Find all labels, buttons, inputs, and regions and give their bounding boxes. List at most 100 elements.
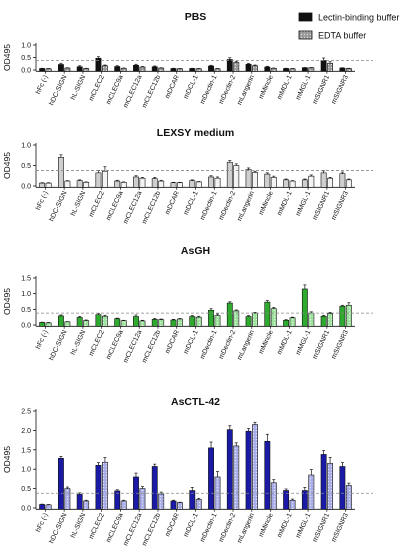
- bar: [57, 315, 64, 327]
- bar: [83, 182, 90, 188]
- bar: [270, 482, 277, 510]
- chart-title: PBS: [185, 11, 207, 23]
- y-tick-label: 1.0: [21, 143, 31, 150]
- x-tick-label: hL-SIGN: [70, 329, 88, 356]
- x-tick-label: mMDL-1: [276, 190, 293, 217]
- bar: [170, 500, 177, 510]
- x-tick-label: mSIGNR3: [330, 329, 350, 360]
- legend-swatch-lectin: [298, 12, 313, 22]
- chart-panel: AsGH OD495 0.0 0.5 1.0 1.5 hFc (-)hDC-SIGN hL-S…: [2, 245, 373, 364]
- bar: [133, 316, 139, 327]
- y-tick-label: 1.5: [21, 447, 31, 454]
- x-tick-label: mCLEC12b: [141, 74, 162, 109]
- x-tick-label: hL-SIGN: [70, 190, 88, 217]
- x-tick-label: mDectin-1: [199, 190, 219, 221]
- bar: [76, 494, 83, 510]
- x-tick-label: hL-SIGN: [70, 74, 88, 101]
- bar: [120, 320, 127, 327]
- bar: [170, 319, 177, 327]
- x-tick-label: hDC-SIGN: [48, 329, 68, 361]
- y-tick-label: 2.5: [21, 409, 31, 416]
- x-tick-label: hFc (-): [35, 512, 50, 533]
- bar: [151, 178, 158, 188]
- bar: [289, 180, 296, 188]
- x-tick-label: mSIGNR1: [312, 74, 332, 105]
- x-tick-label: hDC-SIGN: [48, 190, 68, 222]
- legend-label-lectin: Lectin-binding buffer: [318, 13, 399, 23]
- x-tick-label: mMDL-1: [276, 74, 293, 101]
- x-tick-label: mMincle: [258, 190, 275, 216]
- bar: [57, 458, 64, 510]
- bar: [245, 169, 252, 188]
- chart-title: AsGH: [181, 245, 210, 257]
- y-tick-label: 0.5: [21, 55, 31, 62]
- bar: [345, 304, 352, 327]
- bar: [208, 309, 214, 327]
- x-tick-label: mSIGNR1: [312, 190, 332, 221]
- bar: [189, 68, 196, 72]
- x-tick-label: mCLEC2: [88, 329, 106, 357]
- bar: [226, 161, 233, 188]
- bar: [151, 319, 158, 327]
- bar: [233, 165, 240, 188]
- y-tick-label: 0.5: [21, 307, 31, 314]
- bar: [270, 177, 277, 188]
- x-tick-label: mDectin-1: [199, 512, 219, 543]
- x-tick-label: hFc (-): [35, 329, 50, 350]
- bar: [214, 315, 221, 327]
- bar: [139, 66, 146, 72]
- x-tick-label: mCLEC2: [88, 512, 106, 540]
- bar: [252, 312, 258, 327]
- bar: [270, 67, 277, 72]
- bar: [245, 316, 252, 327]
- x-tick-label: hL-SIGN: [70, 512, 88, 539]
- bar: [76, 66, 83, 72]
- bar: [233, 445, 240, 510]
- bar: [226, 59, 233, 72]
- bar: [177, 182, 183, 188]
- bar: [264, 173, 271, 188]
- x-tick-label: mDCL-1: [183, 74, 200, 100]
- x-tick-label: mMDL-1: [276, 512, 293, 539]
- bar: [139, 177, 146, 188]
- bar: [195, 68, 202, 72]
- bar: [39, 504, 46, 510]
- y-tick-label: 0.5: [21, 486, 31, 493]
- bar: [114, 490, 121, 510]
- bar: [83, 68, 90, 72]
- bar: [158, 67, 165, 72]
- bar: [320, 315, 327, 327]
- y-tick-label: 1.0: [21, 43, 31, 50]
- x-tick-label: mDCL-1: [183, 190, 200, 216]
- bar: [45, 68, 52, 72]
- bar: [345, 485, 352, 510]
- x-tick-label: mDCL-1: [183, 329, 200, 355]
- x-tick-label: mLangerin: [236, 512, 256, 544]
- bar: [289, 317, 296, 327]
- bar: [101, 315, 108, 327]
- x-tick-label: mDCAR: [164, 190, 181, 216]
- x-tick-label: mMGL-1: [295, 74, 313, 101]
- bar: [158, 319, 165, 327]
- x-tick-label: mCLEC9a: [105, 190, 125, 222]
- bar: [76, 317, 83, 327]
- y-tick-label: 0.0: [21, 68, 31, 75]
- x-tick-label: mCLEC12a: [122, 329, 143, 364]
- bar: [64, 488, 71, 510]
- y-tick-label: 1.5: [21, 276, 31, 283]
- bar: [151, 466, 158, 510]
- bar: [226, 302, 233, 327]
- x-tick-label: mCLEC12b: [141, 512, 162, 547]
- x-tick-label: mDectin-2: [218, 190, 238, 221]
- bar: [76, 180, 83, 188]
- x-tick-label: mCLEC2: [88, 190, 106, 218]
- bar: [120, 182, 127, 188]
- x-tick-label: mDectin-1: [199, 74, 219, 105]
- x-tick-label: mMincle: [258, 329, 275, 355]
- bar: [133, 176, 139, 188]
- bar: [95, 172, 102, 188]
- bar: [289, 68, 296, 72]
- bar: [195, 499, 202, 510]
